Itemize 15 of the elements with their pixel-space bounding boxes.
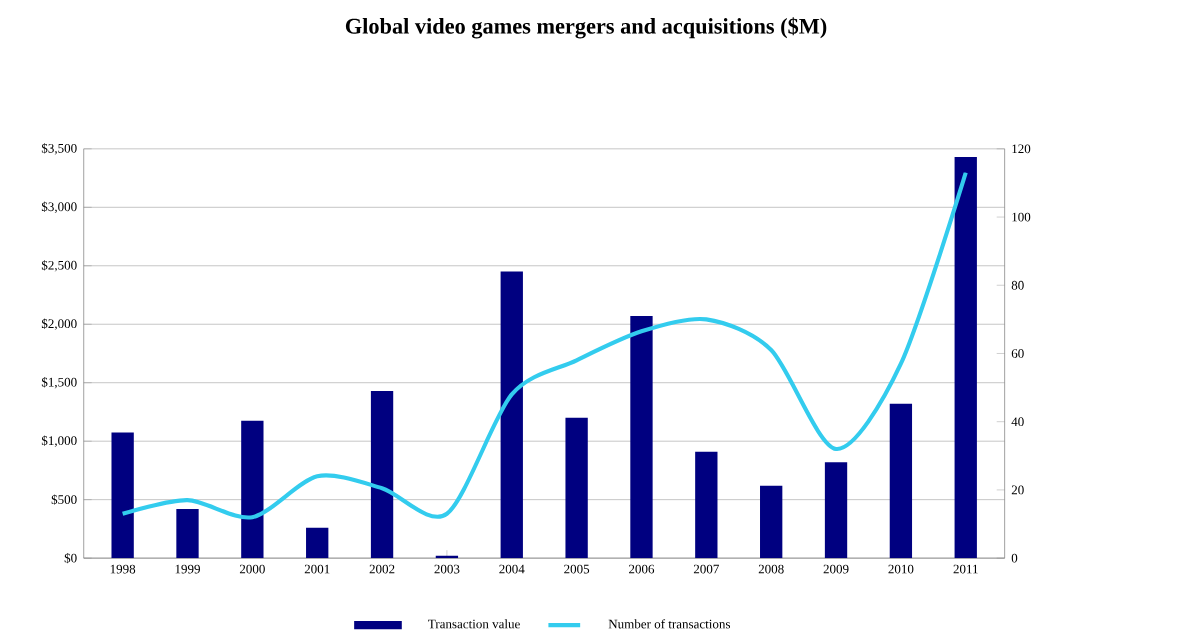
bar — [695, 451, 718, 559]
bar — [954, 157, 977, 559]
bar — [176, 509, 199, 559]
bar — [306, 527, 329, 559]
chart-title: Global video games mergers and acquisitions ($M) — [345, 17, 827, 39]
bar — [889, 403, 913, 559]
bar — [565, 417, 588, 559]
bar — [630, 316, 653, 559]
bar — [824, 462, 848, 559]
bar — [370, 390, 394, 559]
line-series — [120, 170, 968, 520]
bar — [111, 432, 134, 559]
bar — [500, 271, 523, 559]
bar — [241, 420, 264, 559]
bar — [760, 485, 783, 559]
